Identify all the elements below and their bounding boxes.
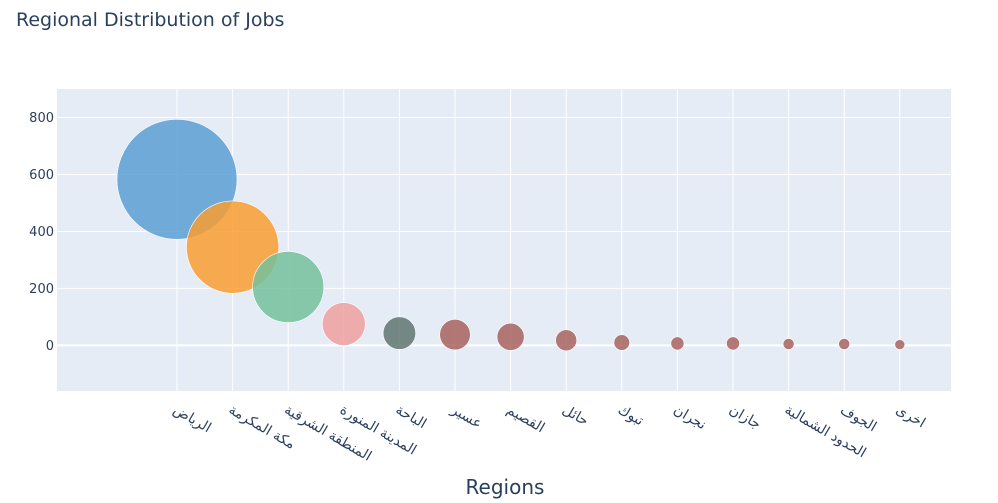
x-tick-label: عسير [447,401,484,432]
bubble-point[interactable] [382,316,416,350]
x-tick-label: حائل [559,402,591,430]
bubble-point[interactable] [439,318,471,351]
y-tick-label: 200 [29,282,54,297]
x-axis-title: Regions [466,475,545,499]
x-tick-label: جازان [726,402,763,433]
y-axis-ticks: 0 200 400 600 800 [29,111,54,354]
bubble-point[interactable] [726,336,740,351]
bubble-point[interactable] [613,334,630,351]
bubble-point[interactable] [252,251,325,323]
bubble-point[interactable] [321,302,366,346]
bubble-point[interactable] [186,200,280,294]
bubble-point[interactable] [555,329,578,352]
bubble-point[interactable] [670,336,685,351]
bubble-point[interactable] [838,338,851,350]
bubble-point[interactable] [782,338,795,350]
x-tick-label: الباحة [393,402,429,432]
chart-title: Regional Distribution of Jobs [16,9,285,31]
x-tick-label: القصيم [504,402,547,436]
y-tick-label: 600 [29,168,54,183]
x-tick-label: الجوف [837,402,879,435]
y-tick-label: 800 [29,111,54,126]
x-tick-label: نجران [671,402,709,433]
bubble-point[interactable] [894,339,906,350]
bubble-series [116,119,906,352]
x-tick-label: الرياض [170,402,213,436]
bubble-point[interactable] [496,322,525,351]
y-tick-label: 400 [29,225,54,240]
y-tick-label: 0 [46,339,54,354]
x-tick-label: تبوك [615,402,646,429]
x-tick-label: اخرى [893,402,928,431]
